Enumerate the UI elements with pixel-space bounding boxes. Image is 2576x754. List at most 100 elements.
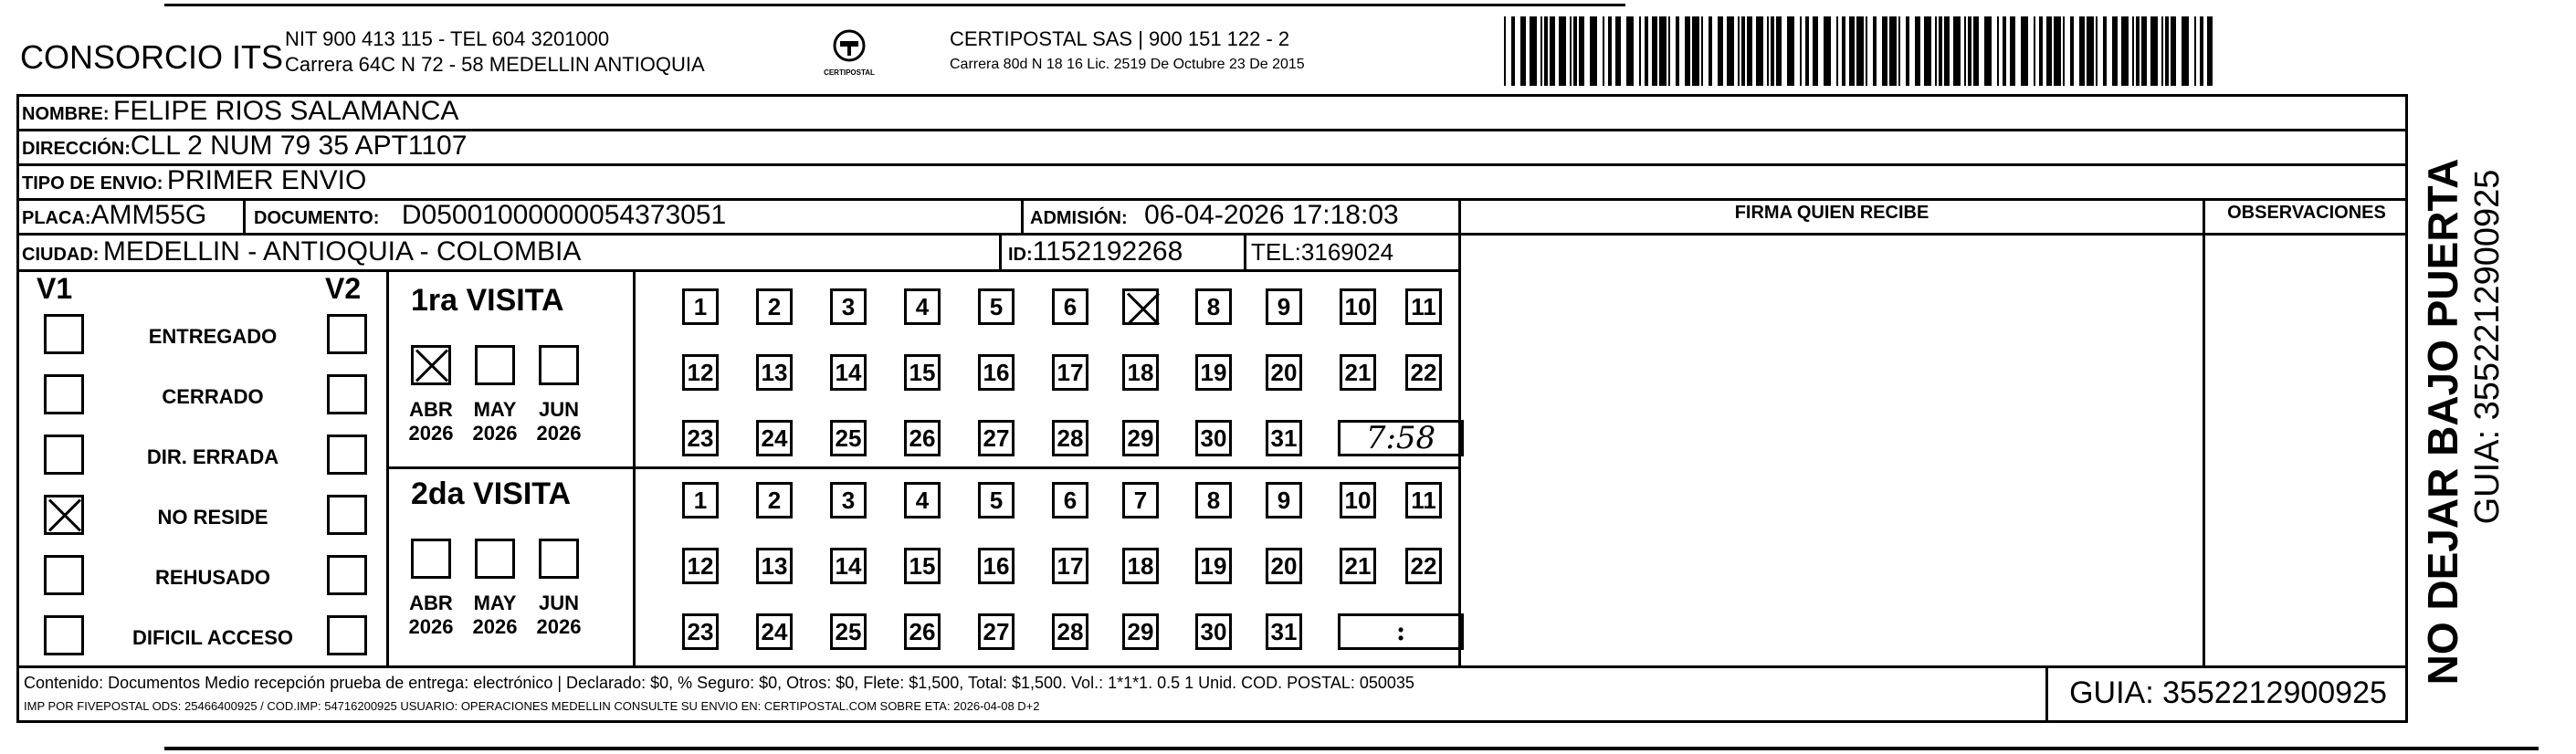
time-box[interactable]: : <box>1338 613 1464 650</box>
time-box[interactable]: 7:58 <box>1338 420 1464 456</box>
day-box-18[interactable]: 18 <box>1122 548 1159 584</box>
admision-label: ADMISIÓN: <box>1030 208 1128 228</box>
day-box-27[interactable]: 27 <box>978 420 1015 456</box>
day-box-3[interactable]: 3 <box>830 482 867 518</box>
day-box-12[interactable]: 12 <box>682 548 719 584</box>
v2-checkbox[interactable] <box>327 435 367 475</box>
day-box-28[interactable]: 28 <box>1052 613 1088 650</box>
v1-checkbox[interactable] <box>44 314 84 354</box>
day-box-9[interactable]: 9 <box>1266 482 1302 518</box>
day-box-20[interactable]: 20 <box>1266 548 1302 584</box>
month-checkbox[interactable] <box>475 539 515 579</box>
day-box-13[interactable]: 13 <box>756 354 793 391</box>
day-box-7[interactable] <box>1122 288 1159 325</box>
day-box-19[interactable]: 19 <box>1195 354 1232 391</box>
day-box-1[interactable]: 1 <box>682 482 719 518</box>
day-box-4[interactable]: 4 <box>904 288 941 325</box>
id-cell: ID:1152192268 <box>1003 235 1183 269</box>
v2-checkbox[interactable] <box>327 495 367 535</box>
v1-checkbox[interactable] <box>44 435 84 475</box>
day-box-2[interactable]: 2 <box>756 482 793 518</box>
day-box-31[interactable]: 31 <box>1266 420 1302 456</box>
reason-label: ENTREGADO <box>148 325 278 348</box>
day-box-15[interactable]: 15 <box>904 548 941 584</box>
day-box-8[interactable]: 8 <box>1195 482 1232 518</box>
month-checkbox[interactable] <box>539 539 579 579</box>
day-box-23[interactable]: 23 <box>682 420 719 456</box>
day-box-29[interactable]: 29 <box>1122 420 1159 456</box>
day-box-6[interactable]: 6 <box>1052 482 1088 518</box>
reason-label: REHUSADO <box>155 566 270 589</box>
month-label: ABR <box>409 398 453 421</box>
observations-area[interactable] <box>2205 236 2406 665</box>
day-box-17[interactable]: 17 <box>1052 548 1088 584</box>
day-box-30[interactable]: 30 <box>1195 613 1232 650</box>
top-rule <box>164 4 1625 6</box>
day-box-22[interactable]: 22 <box>1405 354 1442 391</box>
day-box-22[interactable]: 22 <box>1405 548 1442 584</box>
day-box-14[interactable]: 14 <box>830 354 867 391</box>
day-box-15[interactable]: 15 <box>904 354 941 391</box>
carrier-line2: Carrera 80d N 18 16 Lic. 2519 De Octubre… <box>950 57 1305 72</box>
observaciones-header: OBSERVACIONES <box>2227 203 2386 223</box>
visit-title: 2da VISITA <box>411 476 572 511</box>
day-box-26[interactable]: 26 <box>904 420 941 456</box>
day-box-4[interactable]: 4 <box>904 482 941 518</box>
day-box-28[interactable]: 28 <box>1052 420 1088 456</box>
day-box-16[interactable]: 16 <box>978 354 1015 391</box>
day-box-17[interactable]: 17 <box>1052 354 1088 391</box>
day-box-25[interactable]: 25 <box>830 613 867 650</box>
v1-checkbox[interactable] <box>44 615 84 655</box>
month-checkbox[interactable] <box>539 345 579 385</box>
day-box-30[interactable]: 30 <box>1195 420 1232 456</box>
day-box-25[interactable]: 25 <box>830 420 867 456</box>
day-box-27[interactable]: 27 <box>978 613 1015 650</box>
v2-checkbox[interactable] <box>327 555 367 595</box>
day-box-29[interactable]: 29 <box>1122 613 1159 650</box>
v2-checkbox[interactable] <box>327 314 367 354</box>
v1-checkbox[interactable] <box>44 555 84 595</box>
day-box-7[interactable]: 7 <box>1122 482 1159 518</box>
day-box-14[interactable]: 14 <box>830 548 867 584</box>
v1-checkbox[interactable] <box>44 374 84 414</box>
ciudad-label: CIUDAD: <box>22 245 100 265</box>
day-box-23[interactable]: 23 <box>682 613 719 650</box>
day-box-13[interactable]: 13 <box>756 548 793 584</box>
signature-area[interactable] <box>1461 236 2201 665</box>
day-box-31[interactable]: 31 <box>1266 613 1302 650</box>
day-box-16[interactable]: 16 <box>978 548 1015 584</box>
tipo-row: TIPO DE ENVIO: PRIMER ENVIO <box>16 163 366 198</box>
day-box-9[interactable]: 9 <box>1266 288 1302 325</box>
day-box-8[interactable]: 8 <box>1195 288 1232 325</box>
year-label: 2026 <box>472 422 518 445</box>
id-label: ID: <box>1008 245 1033 265</box>
day-box-24[interactable]: 24 <box>756 420 793 456</box>
v2-checkbox[interactable] <box>327 374 367 414</box>
day-box-11[interactable]: 11 <box>1405 288 1442 325</box>
day-box-20[interactable]: 20 <box>1266 354 1302 391</box>
day-box-5[interactable]: 5 <box>978 288 1015 325</box>
day-box-5[interactable]: 5 <box>978 482 1015 518</box>
v2-header: V2 <box>325 272 362 305</box>
day-box-26[interactable]: 26 <box>904 613 941 650</box>
month-checkbox[interactable] <box>411 539 451 579</box>
tel-cell: TEL:3169024 <box>1246 235 1393 269</box>
day-box-2[interactable]: 2 <box>756 288 793 325</box>
day-box-21[interactable]: 21 <box>1340 548 1376 584</box>
v1-checkbox[interactable] <box>44 495 84 535</box>
month-checkbox[interactable] <box>475 345 515 385</box>
day-box-10[interactable]: 10 <box>1340 482 1376 518</box>
day-box-11[interactable]: 11 <box>1405 482 1442 518</box>
day-box-6[interactable]: 6 <box>1052 288 1088 325</box>
day-box-24[interactable]: 24 <box>756 613 793 650</box>
day-box-1[interactable]: 1 <box>682 288 719 325</box>
v2-checkbox[interactable] <box>327 615 367 655</box>
day-box-21[interactable]: 21 <box>1340 354 1376 391</box>
day-box-18[interactable]: 18 <box>1122 354 1159 391</box>
month-checkbox[interactable] <box>411 345 451 385</box>
day-box-12[interactable]: 12 <box>682 354 719 391</box>
day-box-10[interactable]: 10 <box>1340 288 1376 325</box>
day-box-19[interactable]: 19 <box>1195 548 1232 584</box>
day-box-3[interactable]: 3 <box>830 288 867 325</box>
v1-header: V1 <box>37 272 73 305</box>
